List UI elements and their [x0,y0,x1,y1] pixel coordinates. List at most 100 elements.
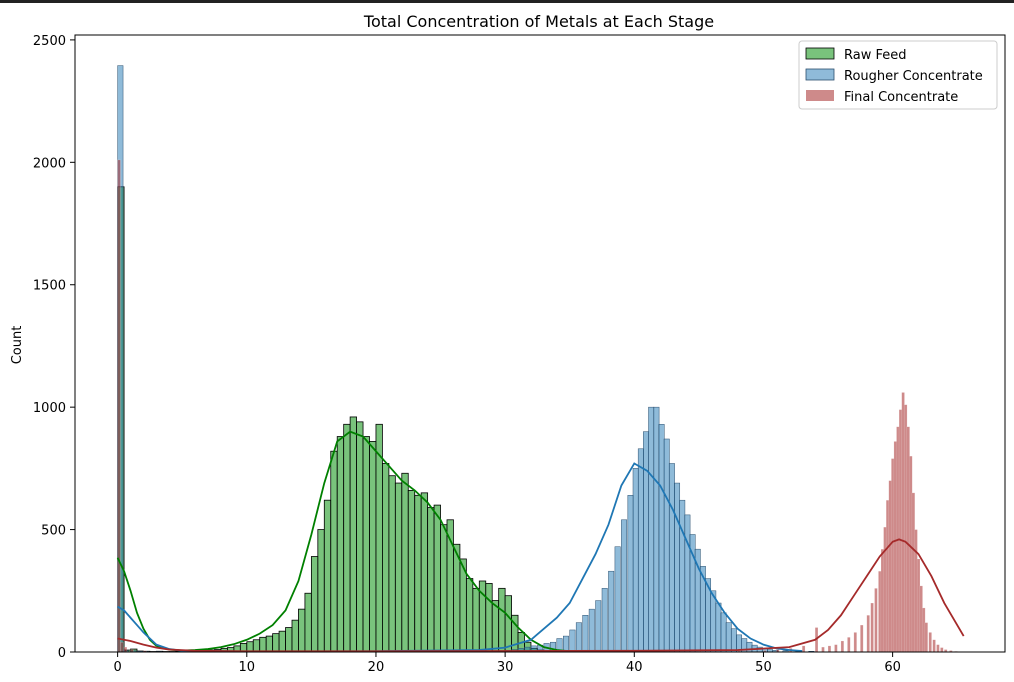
histogram-bar [440,524,448,653]
series-raw-feed-bars [117,186,551,653]
histogram-bar [420,492,429,653]
histogram-bar [940,647,944,653]
y-axis-label: Count [10,326,25,365]
histogram-bar [866,615,870,653]
y-tick-label: 500 [41,524,66,539]
histogram-bar [674,482,681,653]
histogram-bar [472,587,480,653]
kde-line-raw-feed [116,430,570,653]
histogram-bar [821,646,825,653]
legend-swatch [805,68,835,81]
histogram-bar [498,587,506,653]
axes-frame [74,34,1006,653]
histogram-bar [601,588,608,653]
histogram-bar [720,612,727,653]
histogram-bar [349,416,357,653]
histogram-bar [569,629,576,653]
histogram-bar [362,436,370,653]
x-tick-label: 10 [239,660,256,675]
histogram-bar [356,421,364,653]
y-tick-label: 1500 [33,279,66,294]
histogram-bar [433,504,441,653]
histogram-bar [936,644,940,653]
histogram-bar [414,494,422,653]
legend-label: Final Concentrate [844,90,958,105]
histogram-bar [710,590,717,653]
histogram-bar [336,436,345,653]
histogram-bar [668,463,675,653]
histogram-bar [265,635,274,653]
histogram-bar [637,448,644,653]
legend-box [798,40,998,110]
legend-swatch [805,47,835,60]
histogram-bar [840,640,845,653]
histogram-bar [932,639,936,653]
histogram-bar [272,633,280,653]
y-tick-label: 0 [58,646,66,661]
histogram-bar [725,622,732,653]
histogram-bar [343,423,351,653]
histogram-bar [394,482,403,653]
histogram-bar [870,602,874,653]
histogram-bar [504,595,512,653]
y-tick-label: 2000 [33,156,66,171]
chart-title: Total Concentration of Metals at Each St… [363,12,714,31]
x-tick-label: 40 [626,660,643,675]
x-tick-label: 60 [884,660,901,675]
histogram-bar [684,514,691,653]
x-tick-label: 20 [368,660,385,675]
histogram-bar [621,519,628,653]
histogram-bar [715,602,722,653]
histogram-bar [388,475,396,653]
histogram-bar [643,431,650,653]
kde-line-final-concentrate [117,538,965,653]
histogram-bar [465,578,474,653]
histogram-bar [117,159,121,653]
histogram-bar [730,628,737,653]
histogram-bar [632,468,639,653]
window-top-border [0,0,1014,3]
legend-label: Rougher Concentrate [844,69,983,84]
histogram-bar [658,424,665,653]
histogram-bar [648,406,655,653]
histogram-bar [310,556,319,653]
histogram-bar [608,570,615,653]
histogram-bar [252,639,261,653]
histogram-bar [563,635,569,653]
histogram-bar [427,507,435,653]
histogram-bar [653,406,660,653]
x-tick-label: 0 [113,660,121,675]
histogram-bar [924,622,929,653]
histogram-bar [663,438,670,653]
histogram-bar [746,641,753,653]
histogram-bar [291,619,299,653]
histogram-bar [582,615,589,653]
histogram-bar [330,450,338,653]
histogram-bar [575,622,582,653]
histogram-bar [485,583,493,653]
x-tick-label: 50 [755,660,772,675]
histogram-bar [285,627,293,653]
y-tick-label: 1000 [33,401,66,416]
histogram-bar [407,489,416,653]
histogram-bar [304,592,312,653]
histogram-bar [627,495,634,653]
histogram-bar [369,441,377,653]
x-tick-label: 30 [497,660,514,675]
histogram-bar [120,641,124,653]
legend: Raw Feed Rougher Concentrate Final Concent… [798,40,998,110]
histogram-bar [317,529,325,653]
histogram-bar [827,645,832,653]
histogram-bar [834,644,838,653]
histogram-bar [278,630,286,653]
histogram-bar [801,645,806,653]
legend-label: Raw Feed [844,48,907,63]
y-tick-label: 2500 [33,34,66,49]
histogram-bar [401,472,409,653]
kde-line-rougher-concentrate [117,462,803,653]
histogram-bar [595,600,602,653]
legend-swatch [806,90,834,101]
histogram-bar [298,608,306,653]
histogram-bar [860,624,864,653]
